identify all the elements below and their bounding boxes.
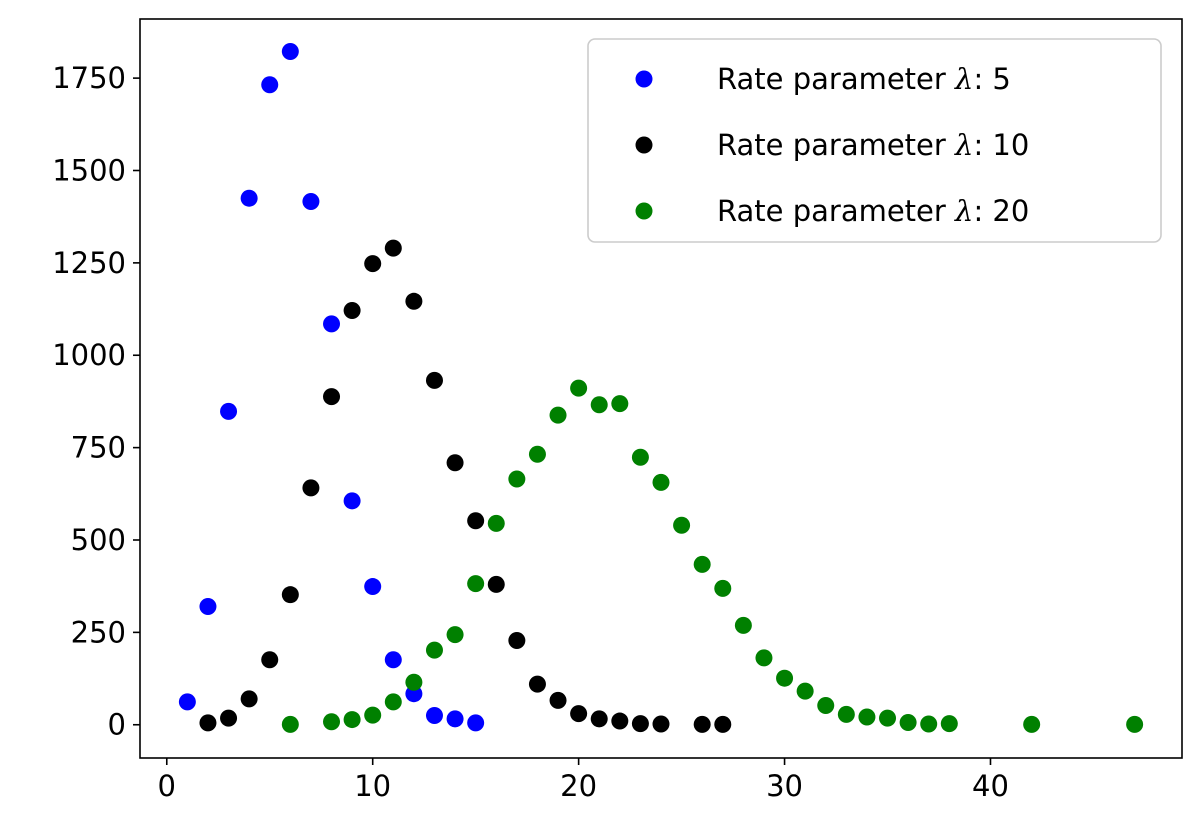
legend-marker-series-3: [635, 202, 653, 220]
x-tick-label: 40: [972, 769, 1009, 803]
data-point-series-3: [817, 697, 835, 715]
data-point-series-3: [570, 379, 588, 397]
data-point-series-3: [734, 616, 752, 634]
data-point-series-2: [549, 691, 567, 709]
data-point-series-3: [528, 445, 546, 463]
data-point-series-1: [178, 693, 196, 711]
data-point-series-2: [384, 239, 402, 257]
data-point-series-3: [652, 473, 670, 491]
data-point-series-2: [343, 302, 361, 320]
y-tick-label: 500: [71, 523, 126, 557]
legend-label-series-1: Rate parameter λ: 5: [717, 62, 1011, 96]
data-point-series-2: [693, 715, 711, 733]
data-point-series-2: [570, 705, 588, 723]
data-point-series-1: [323, 315, 341, 333]
data-point-series-2: [467, 512, 485, 530]
y-tick-label: 0: [108, 708, 126, 742]
data-point-series-1: [302, 193, 320, 211]
data-point-series-1: [240, 189, 258, 207]
data-point-series-2: [631, 715, 649, 733]
data-point-series-1: [446, 710, 464, 728]
data-point-series-1: [425, 707, 443, 725]
data-point-series-2: [508, 631, 526, 649]
data-point-series-3: [714, 579, 732, 597]
data-point-series-1: [384, 651, 402, 669]
data-point-series-2: [281, 586, 299, 604]
data-point-series-3: [631, 448, 649, 466]
data-point-series-3: [487, 514, 505, 532]
data-point-series-2: [323, 388, 341, 406]
x-tick-label: 10: [354, 769, 391, 803]
data-point-series-3: [549, 406, 567, 424]
data-point-series-2: [425, 371, 443, 389]
x-axis: 0 10 20 30 40: [158, 758, 1009, 803]
data-point-series-1: [467, 714, 485, 732]
data-point-series-3: [384, 693, 402, 711]
data-point-series-3: [837, 705, 855, 723]
data-point-series-3: [776, 669, 794, 687]
data-point-series-3: [467, 575, 485, 593]
y-tick-label: 1250: [52, 246, 126, 280]
data-point-series-2: [714, 715, 732, 733]
y-tick-label: 250: [71, 615, 126, 649]
data-point-series-3: [508, 470, 526, 488]
y-tick-label: 1750: [52, 61, 126, 95]
data-point-series-2: [364, 255, 382, 273]
data-point-series-3: [879, 709, 897, 727]
data-point-series-3: [899, 714, 917, 732]
plot-frame: [139, 18, 1183, 759]
data-point-series-3: [796, 682, 814, 700]
y-axis: 0 250 500 750 1000 1250 1500 1750: [52, 61, 140, 742]
legend: Rate parameter λ: 5 Rate parameter λ: 10 R…: [587, 38, 1162, 243]
data-point-series-2: [261, 651, 279, 669]
data-point-series-1: [261, 76, 279, 94]
data-point-series-3: [343, 711, 361, 729]
data-point-series-3: [446, 626, 464, 644]
data-point-series-2: [652, 715, 670, 733]
data-point-series-3: [611, 395, 629, 413]
data-point-series-3: [405, 673, 423, 691]
data-point-series-2: [487, 575, 505, 593]
data-point-series-3: [755, 649, 773, 667]
data-point-series-3: [858, 708, 876, 726]
data-point-series-3: [323, 713, 341, 731]
y-tick-label: 1000: [52, 338, 126, 372]
data-point-series-3: [693, 555, 711, 573]
data-point-series-2: [302, 479, 320, 497]
data-point-series-3: [281, 715, 299, 733]
legend-marker-series-2: [635, 136, 653, 154]
legend-label-series-2: Rate parameter λ: 10: [717, 128, 1029, 162]
data-point-series-2: [199, 714, 217, 732]
data-point-series-2: [611, 712, 629, 730]
data-point-series-2: [446, 454, 464, 472]
x-tick-label: 20: [560, 769, 597, 803]
data-point-series-2: [590, 710, 608, 728]
y-tick-label: 750: [71, 431, 126, 465]
data-point-series-3: [1126, 715, 1144, 733]
data-point-series-3: [920, 715, 938, 733]
data-point-series-2: [240, 690, 258, 708]
data-point-series-3: [940, 715, 958, 733]
data-point-series-3: [673, 516, 691, 534]
data-point-series-1: [343, 492, 361, 510]
data-point-series-2: [528, 675, 546, 693]
data-point-series-1: [199, 598, 217, 616]
data-point-series-3: [590, 396, 608, 414]
data-point-series-1: [220, 402, 238, 420]
data-point-series-3: [1023, 715, 1041, 733]
legend-marker-series-1: [635, 70, 653, 88]
data-point-series-1: [364, 578, 382, 596]
legend-label-series-3: Rate parameter λ: 20: [717, 194, 1029, 228]
data-point-series-2: [220, 709, 238, 727]
data-point-series-1: [281, 43, 299, 61]
y-tick-label: 1500: [52, 153, 126, 187]
x-tick-label: 0: [158, 769, 176, 803]
x-tick-label: 30: [766, 769, 803, 803]
legend-box: [587, 38, 1162, 243]
data-points: [178, 43, 1144, 733]
data-point-series-3: [425, 641, 443, 659]
data-point-series-2: [405, 292, 423, 310]
data-point-series-3: [364, 706, 382, 724]
